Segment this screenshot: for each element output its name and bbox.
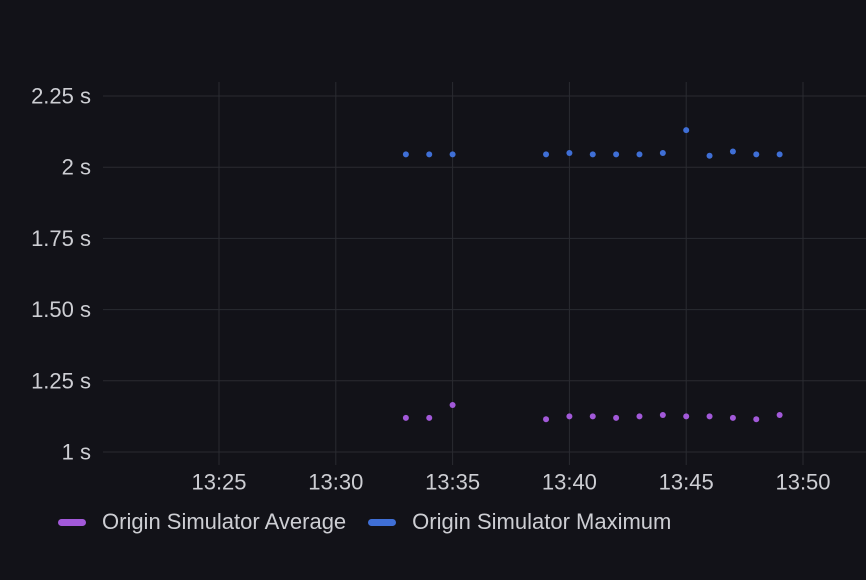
legend: Origin Simulator Average Origin Simulato… [58,507,693,537]
data-point[interactable] [613,151,620,158]
legend-item-average[interactable]: Origin Simulator Average [58,509,346,535]
data-point[interactable] [426,151,433,158]
x-tick-label: 13:45 [659,470,714,495]
legend-swatch-maximum [368,518,397,526]
legend-swatch-average [58,518,86,526]
x-tick-label: 13:25 [191,470,246,495]
data-point[interactable] [706,152,713,159]
data-point[interactable] [543,151,550,158]
data-point[interactable] [753,416,760,423]
series-maximum [402,127,783,159]
y-tick-label: 1.75 s [31,226,91,251]
data-point[interactable] [729,414,736,421]
x-tick-label: 13:35 [425,470,480,495]
data-point[interactable] [729,148,736,155]
x-axis: 13:25 13:30 13:35 13:40 13:45 13:50 [191,470,830,495]
data-point[interactable] [449,402,456,409]
x-tick-label: 13:30 [308,470,363,495]
data-point[interactable] [449,151,456,158]
series[interactable] [402,127,783,423]
y-tick-label: 1 s [62,440,91,465]
series-average [402,402,783,423]
y-tick-label: 1.25 s [31,368,91,393]
data-point[interactable] [402,414,409,421]
legend-item-maximum[interactable]: Origin Simulator Maximum [368,509,671,535]
legend-label-average: Origin Simulator Average [102,509,347,534]
scatter-plot[interactable]: 1 s 1.25 s 1.50 s 1.75 s 2 s 2.25 s 13:25 13:3… [0,0,866,500]
data-point[interactable] [706,413,713,420]
y-axis: 1 s 1.25 s 1.50 s 1.75 s 2 s 2.25 s [31,84,91,465]
y-tick-label: 2 s [62,155,91,180]
data-point[interactable] [589,151,596,158]
legend-label-maximum: Origin Simulator Maximum [412,509,672,534]
data-point[interactable] [753,151,760,158]
data-point[interactable] [659,411,666,418]
x-tick-label: 13:40 [542,470,597,495]
x-tick-label: 13:50 [775,470,830,495]
data-point[interactable] [566,149,573,156]
data-point[interactable] [683,413,690,420]
data-point[interactable] [636,151,643,158]
grid [103,82,866,465]
data-point[interactable] [659,149,666,156]
data-point[interactable] [589,413,596,420]
data-point[interactable] [566,413,573,420]
data-point[interactable] [426,414,433,421]
data-point[interactable] [613,414,620,421]
data-point[interactable] [776,411,783,418]
data-point[interactable] [543,416,550,423]
y-tick-label: 2.25 s [31,84,91,109]
y-tick-label: 1.50 s [31,297,91,322]
data-point[interactable] [683,127,690,134]
data-point[interactable] [636,413,643,420]
data-point[interactable] [776,151,783,158]
data-point[interactable] [402,151,409,158]
